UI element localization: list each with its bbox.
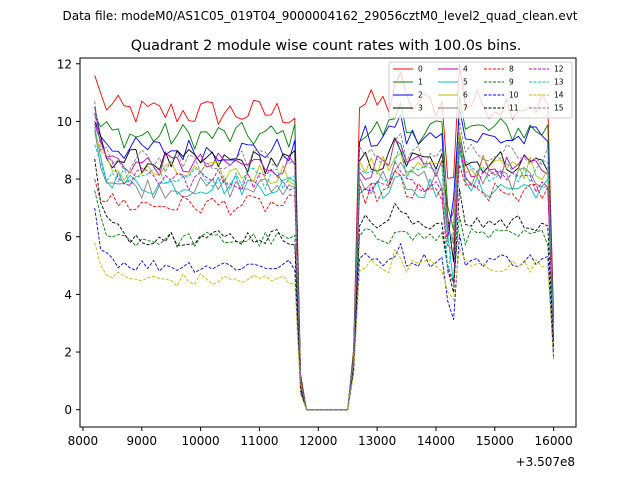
legend-label-13: 13 bbox=[554, 78, 564, 87]
series-line-2 bbox=[94, 106, 555, 411]
legend-label-12: 12 bbox=[554, 65, 564, 74]
legend-label-15: 15 bbox=[554, 104, 564, 113]
plot-lines bbox=[94, 63, 555, 411]
legend-label-10: 10 bbox=[509, 91, 519, 100]
legend-label-7: 7 bbox=[463, 104, 468, 113]
x-axis: 8000 9000 10000 11000 12000 13000 14000 15000 16… bbox=[68, 427, 573, 448]
legend-label-2: 2 bbox=[418, 91, 423, 100]
x-tick-label: 15000 bbox=[476, 434, 514, 448]
x-tick-label: 12000 bbox=[299, 434, 337, 448]
legend-label-8: 8 bbox=[509, 65, 514, 74]
y-tick-label: 0 bbox=[64, 403, 72, 417]
legend-label-5: 5 bbox=[463, 78, 468, 87]
y-tick-label: 2 bbox=[64, 346, 72, 360]
x-tick-label: 10000 bbox=[182, 434, 220, 448]
legend-label-14: 14 bbox=[554, 91, 564, 100]
y-tick-label: 4 bbox=[64, 288, 72, 302]
series-line-11 bbox=[94, 158, 555, 411]
y-axis: 0 2 4 6 8 10 12 bbox=[57, 57, 80, 417]
y-tick-label: 10 bbox=[57, 115, 72, 129]
legend-label-6: 6 bbox=[463, 91, 468, 100]
series-line-1 bbox=[94, 95, 555, 411]
x-tick-label: 13000 bbox=[358, 434, 396, 448]
legend-label-0: 0 bbox=[418, 65, 423, 74]
y-tick-label: 12 bbox=[57, 57, 72, 71]
plot-frame bbox=[79, 57, 577, 428]
y-tick-label: 6 bbox=[64, 230, 72, 244]
series-line-14 bbox=[94, 242, 555, 411]
x-offset-label: +3.507e8 bbox=[516, 455, 575, 469]
x-tick-label: 14000 bbox=[417, 434, 455, 448]
x-tick-label: 8000 bbox=[68, 434, 99, 448]
legend-label-4: 4 bbox=[463, 65, 468, 74]
legend-label-9: 9 bbox=[509, 78, 514, 87]
legend-label-11: 11 bbox=[509, 104, 519, 113]
chart-title: Quadrant 2 module wise count rates with … bbox=[131, 38, 522, 54]
series-line-8 bbox=[94, 164, 555, 411]
series-line-9 bbox=[94, 190, 555, 411]
x-tick-label: 11000 bbox=[240, 434, 278, 448]
x-tick-label: 9000 bbox=[127, 434, 158, 448]
x-tick-label: 16000 bbox=[535, 434, 573, 448]
chart-suptitle: Data file: modeM0/AS1C05_019T04_90000041… bbox=[62, 9, 577, 23]
series-line-10 bbox=[94, 207, 555, 411]
y-tick-label: 8 bbox=[64, 173, 72, 187]
series-line-15 bbox=[94, 101, 555, 411]
legend-label-1: 1 bbox=[418, 78, 423, 87]
legend-box bbox=[388, 61, 573, 119]
legend-label-3: 3 bbox=[418, 104, 423, 113]
series-line-5 bbox=[94, 127, 555, 411]
series-line-6 bbox=[94, 131, 555, 411]
